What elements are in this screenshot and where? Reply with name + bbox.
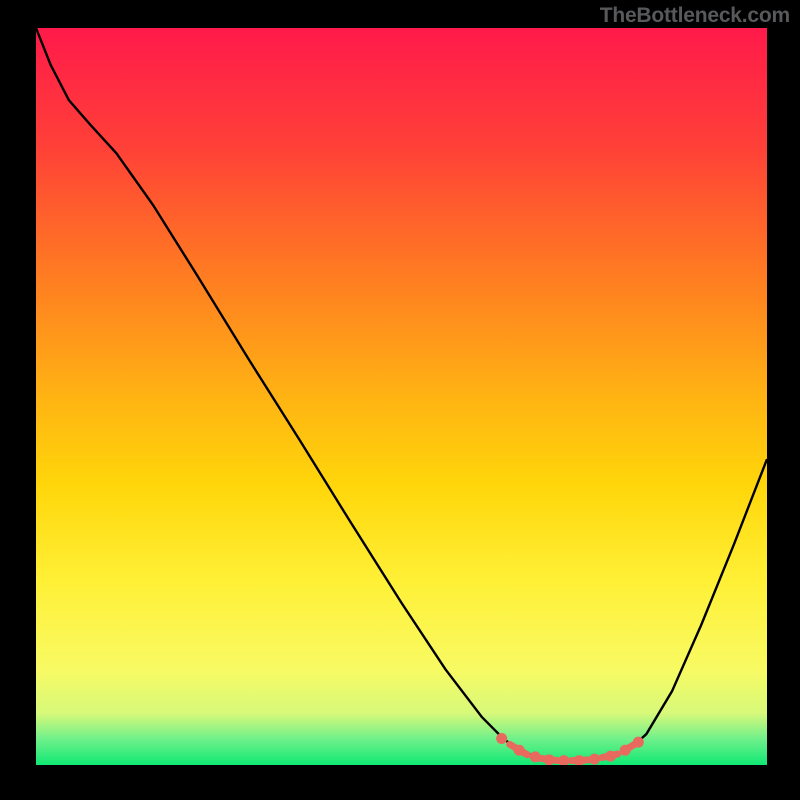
overlay-dot bbox=[558, 755, 569, 765]
overlay-dot bbox=[605, 751, 616, 762]
overlay-dot bbox=[496, 733, 507, 744]
overlay-dot bbox=[514, 745, 525, 756]
overlay-dot bbox=[633, 737, 644, 748]
overlay-dashes-group bbox=[510, 742, 639, 760]
chart-container: TheBottleneck.com bbox=[0, 0, 800, 800]
main-curve bbox=[36, 28, 767, 761]
plot-area bbox=[36, 28, 767, 765]
overlay-dot bbox=[589, 754, 600, 765]
curve-layer bbox=[36, 28, 767, 765]
overlay-dot bbox=[620, 745, 631, 756]
overlay-dot bbox=[544, 754, 555, 765]
watermark-text: TheBottleneck.com bbox=[600, 4, 790, 28]
overlay-dot bbox=[530, 751, 541, 762]
